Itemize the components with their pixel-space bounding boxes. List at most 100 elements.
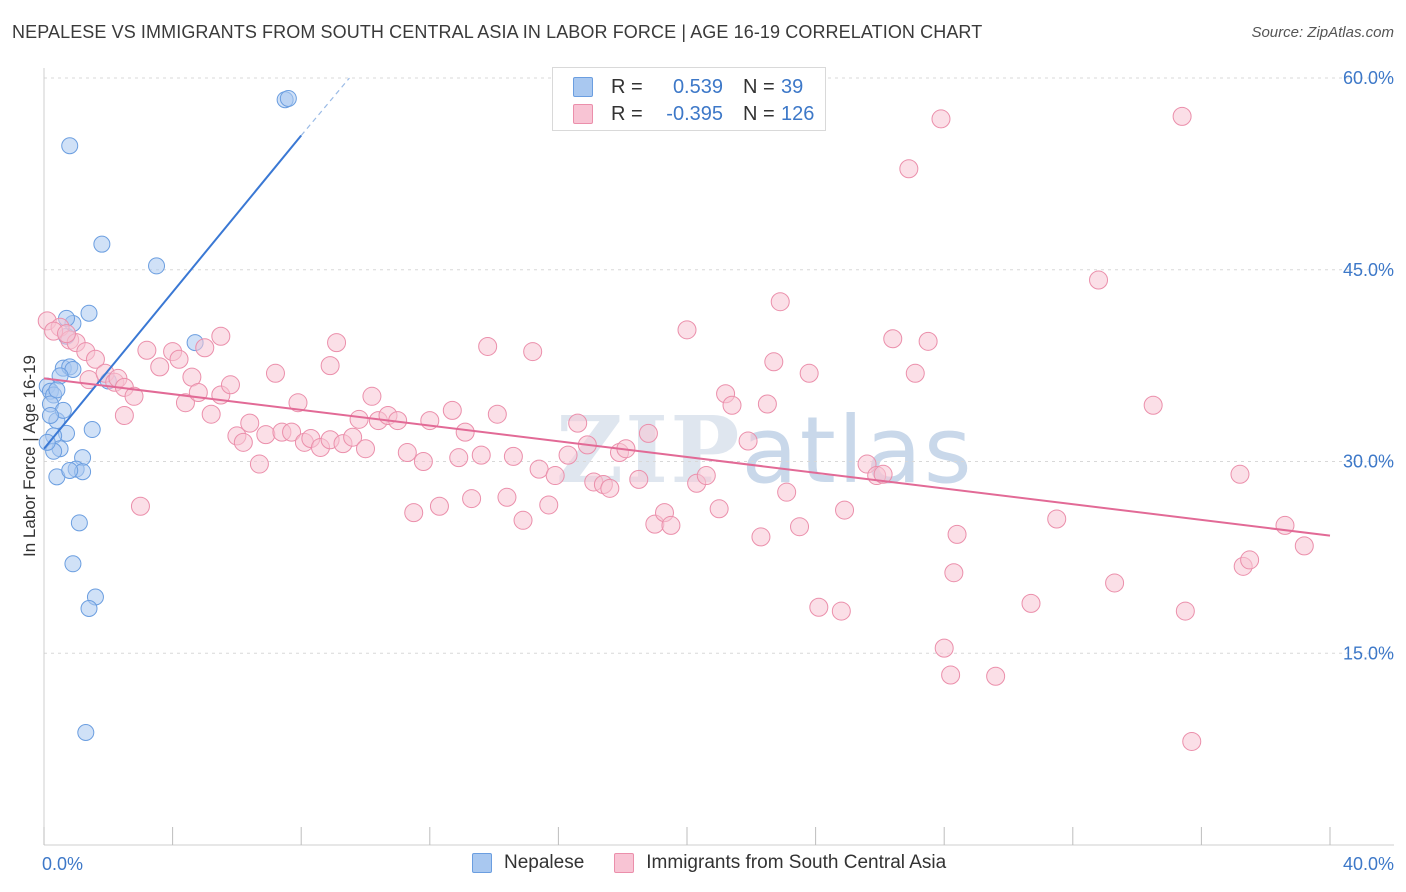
immigrant-point [539, 495, 559, 515]
immigrant-point [873, 464, 893, 484]
immigrant-point [327, 333, 347, 353]
nepalese-trendline-extension [300, 77, 350, 136]
immigrant-point [356, 439, 375, 459]
immigrant-point [899, 159, 919, 179]
immigrant-point [1021, 593, 1041, 613]
immigrant-point [738, 431, 758, 451]
legend-row-nepalese: R = 0.539 N = 39 [573, 74, 803, 100]
nepalese-point [61, 461, 79, 479]
immigrant-point [343, 427, 363, 447]
immigrant-point [757, 394, 777, 414]
legend-swatch-immigrants [573, 104, 593, 124]
nepalese-point [80, 304, 98, 322]
immigrant-point [809, 597, 829, 617]
immigrant-point [462, 489, 482, 509]
immigrant-point [545, 466, 565, 486]
y-tick-label: 45.0% [1343, 260, 1394, 280]
immigrant-point [770, 292, 790, 312]
immigrant-point [1105, 573, 1125, 593]
series-legend-immigrants[interactable]: Immigrants from South Central Asia [614, 852, 946, 874]
immigrant-point [1143, 395, 1163, 415]
series-label-immigrants: Immigrants from South Central Asia [646, 852, 947, 873]
immigrant-point [600, 478, 620, 498]
immigrant-point [130, 496, 150, 516]
immigrant-point [677, 320, 697, 340]
immigrant-point [638, 423, 658, 443]
immigrant-point [751, 527, 771, 547]
immigrant-point [169, 349, 189, 369]
immigrant-point [150, 357, 170, 377]
immigrant-point [777, 482, 797, 502]
nepalese-trendline [43, 134, 302, 450]
legend-row-immigrants: R = -0.395 N = 126 [573, 101, 814, 127]
nepalese-point [279, 89, 297, 107]
immigrant-point [947, 524, 967, 544]
immigrant-point [799, 363, 819, 383]
immigrant-point [455, 422, 475, 442]
immigrant-point [558, 445, 578, 465]
immigrant-point [1230, 464, 1250, 484]
legend-swatch-nepalese [573, 77, 593, 97]
immigrant-point [487, 404, 507, 424]
immigrant-point [513, 510, 533, 530]
nepalese-point [77, 724, 95, 742]
x-tick-label: 40.0% [1343, 854, 1394, 874]
immigrant-point [905, 363, 925, 383]
immigrant-point [195, 338, 215, 358]
chart-title: NEPALESE VS IMMIGRANTS FROM SOUTH CENTRA… [12, 22, 983, 42]
immigrant-point [918, 331, 938, 351]
immigrant-point [211, 326, 231, 346]
immigrant-point [764, 352, 784, 372]
legend-n-value: 39 [781, 75, 804, 98]
immigrant-point [442, 400, 462, 420]
immigrant-point [449, 448, 469, 468]
immigrant-point [529, 459, 549, 479]
y-tick-label: 60.0% [1343, 68, 1394, 88]
immigrant-point [471, 445, 491, 465]
immigrant-point [137, 340, 157, 360]
nepalese-point [148, 257, 166, 275]
nepalese-point [48, 381, 66, 399]
immigrant-point [288, 393, 308, 413]
legend-n-label: N = [743, 75, 775, 98]
immigrant-point [1089, 270, 1109, 290]
legend-r-label: R = [611, 75, 643, 98]
immigrant-point [941, 665, 961, 685]
immigrant-point [503, 446, 523, 466]
immigrant-point [256, 425, 276, 445]
nepalese-point [41, 406, 59, 424]
immigrant-point [986, 666, 1006, 686]
immigrant-point [320, 356, 340, 376]
immigrant-point [1172, 106, 1192, 126]
immigrant-point [944, 563, 964, 583]
immigrant-point [1175, 601, 1195, 621]
series-legend-nepalese[interactable]: Nepalese [472, 852, 584, 874]
immigrant-point [629, 469, 649, 489]
immigrant-point [114, 405, 134, 425]
immigrant-point [497, 487, 517, 507]
series-swatch-nepalese [472, 853, 492, 873]
series-label-nepalese: Nepalese [504, 852, 585, 873]
immigrant-point [1047, 509, 1067, 529]
source-label: Source: ZipAtlas.com [1251, 24, 1394, 41]
immigrant-point [413, 452, 433, 471]
immigrant-point [282, 422, 302, 442]
immigrant-point [240, 413, 260, 433]
legend-n-label: N = [743, 102, 775, 125]
immigrant-point [201, 404, 221, 424]
immigrant-point [404, 503, 424, 523]
immigrant-point [883, 329, 903, 349]
immigrant-point [831, 601, 851, 621]
immigrant-point [233, 432, 253, 452]
legend-r-label: R = [611, 102, 643, 125]
nepalese-point [61, 137, 79, 155]
immigrant-point [1294, 536, 1314, 556]
immigrant-point [835, 500, 855, 520]
y-tick-label: 30.0% [1343, 452, 1394, 472]
correlation-legend: R = 0.539 N = 39 R = -0.395 N = 126 [552, 67, 826, 131]
immigrant-point [1182, 731, 1202, 751]
immigrant-point [709, 499, 729, 519]
immigrant-point [220, 375, 240, 395]
immigrant-point [931, 109, 951, 129]
